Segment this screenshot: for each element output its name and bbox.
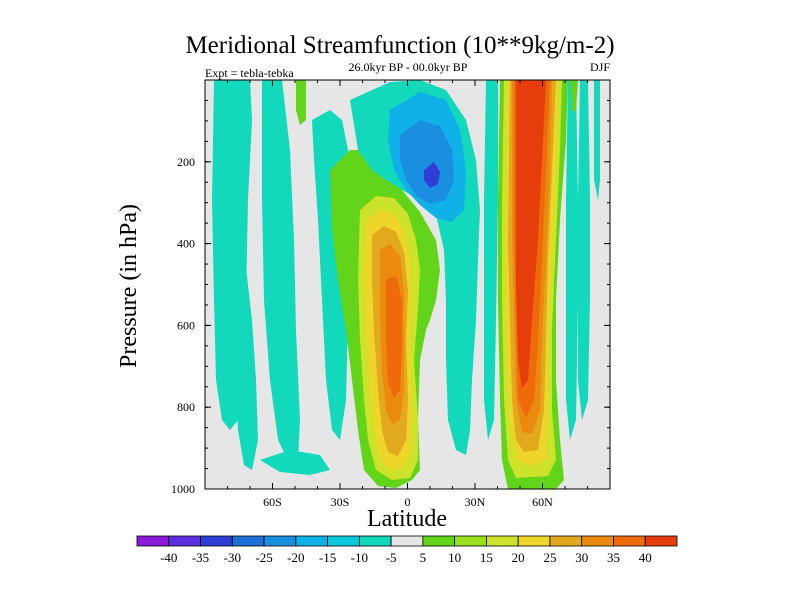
colorbar-swatch (549, 535, 583, 547)
contour-negative-inner (400, 120, 454, 204)
colorbar-swatch (517, 535, 551, 547)
y-axis-label: Pressure (in hPa) (116, 204, 142, 368)
contour-negative-core (424, 162, 440, 188)
y-tick-label: 200 (177, 155, 195, 169)
colorbar-label: 35 (607, 550, 620, 565)
y-tick-label: 400 (177, 237, 195, 251)
colorbar-swatch (390, 535, 424, 547)
colorbar-label: 20 (512, 550, 525, 565)
contour-nh-band-5 (594, 80, 600, 200)
chart-title: Meridional Streamfunction (10**9kg/m-2) (185, 32, 614, 59)
season-label: DJF (590, 60, 610, 74)
colorbar-label: -20 (287, 550, 304, 565)
y-tick-label: 800 (177, 400, 195, 414)
colorbar-swatch (263, 535, 297, 547)
x-tick-label: 60N (532, 495, 553, 509)
contour-north-40 (516, 80, 546, 388)
colorbar-label: -30 (224, 550, 241, 565)
colorbar: -40 -35 -30 -25 -20 -15 -10 -5 5 10 15 20 25 30 35 40 (136, 535, 678, 565)
colorbar-swatch (327, 535, 360, 547)
colorbar-label: -15 (319, 550, 336, 565)
colorbar-swatch (454, 535, 487, 547)
contour-nh-band-1 (484, 80, 498, 440)
colorbar-swatch (644, 535, 678, 547)
x-axis: 60S 30S 0 30N 60N (204, 80, 611, 509)
colorbar-swatch (168, 535, 201, 547)
contour-nh-band-3 (578, 80, 590, 420)
y-tick-label: 600 (177, 318, 195, 332)
contour-sh-band-4 (296, 80, 306, 125)
x-tick-label: 30S (331, 495, 350, 509)
colorbar-swatch (581, 535, 614, 547)
contour-sh-bottom (260, 450, 330, 475)
colorbar-label: 10 (448, 550, 461, 565)
colorbar-swatch (295, 535, 328, 547)
contour-equatorial-35 (386, 276, 402, 398)
contour-nh-band-4 (570, 80, 578, 112)
colorbar-label: 30 (575, 550, 588, 565)
colorbar-swatch (200, 535, 233, 547)
colorbar-swatch (613, 535, 646, 547)
x-tick-label: 30N (465, 495, 486, 509)
colorbar-swatch (486, 535, 519, 547)
colorbar-label: 25 (543, 550, 556, 565)
colorbar-label: 5 (420, 550, 427, 565)
x-axis-label: Latitude (367, 506, 447, 532)
contour-sh-band-3 (230, 240, 258, 470)
y-tick-label: 1000 (171, 482, 195, 496)
y-axis: 200 400 600 800 1000 (171, 79, 610, 496)
colorbar-swatch (136, 535, 170, 547)
experiment-label: Expt = tebla-tebka (205, 66, 294, 80)
contour-fields (212, 80, 600, 489)
colorbar-label: -35 (192, 550, 209, 565)
x-tick-label: 60S (263, 495, 282, 509)
colorbar-label: 40 (639, 550, 652, 565)
chart-subtitle: 26.0kyr BP - 00.0kyr BP (349, 60, 468, 74)
colorbar-swatch (231, 535, 265, 547)
contour-nh-band-2 (566, 80, 578, 440)
colorbar-label: 15 (480, 550, 493, 565)
colorbar-label: -10 (351, 550, 368, 565)
contour-sh-band-2 (262, 80, 300, 460)
colorbar-swatch (422, 535, 456, 547)
colorbar-label: -40 (160, 550, 177, 565)
colorbar-swatch (358, 535, 392, 547)
colorbar-label: -25 (255, 550, 272, 565)
colorbar-label: -5 (386, 550, 397, 565)
x-tick-label: 0 (405, 495, 411, 509)
